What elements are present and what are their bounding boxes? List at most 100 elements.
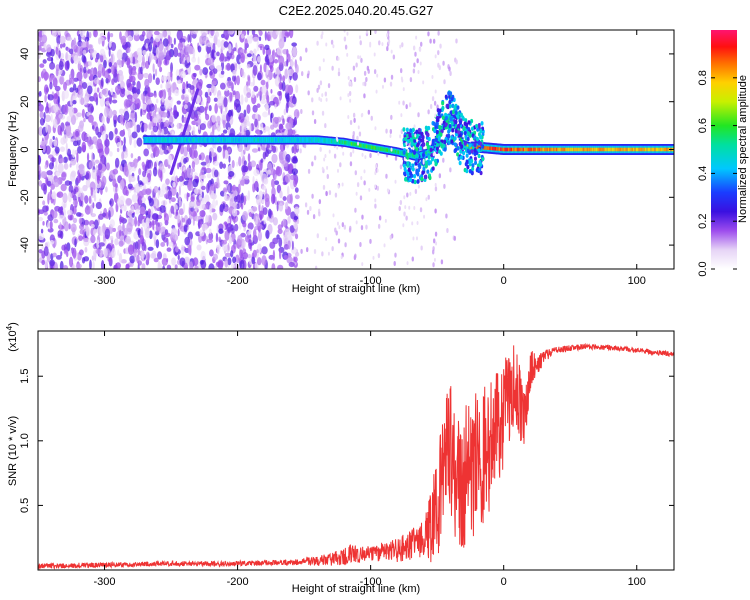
noise-cell xyxy=(333,153,337,159)
signal-core xyxy=(517,147,520,152)
signal-core xyxy=(316,138,319,142)
spread-cell xyxy=(411,163,415,168)
noise-cell xyxy=(209,62,215,70)
noise-cell xyxy=(143,122,148,132)
spread-cell xyxy=(474,160,478,166)
noise-cell xyxy=(224,252,232,258)
noise-cell xyxy=(187,244,192,255)
signal-core xyxy=(388,148,391,153)
noise-cell xyxy=(327,251,330,256)
noise-cell xyxy=(283,108,287,116)
spread-cell xyxy=(438,149,442,154)
noise-cell xyxy=(401,42,404,48)
signal-core xyxy=(195,138,198,142)
noise-cell xyxy=(133,184,137,195)
noise-cell xyxy=(352,130,355,136)
noise-cell xyxy=(238,156,242,167)
noise-cell xyxy=(196,199,201,207)
spread-cell xyxy=(441,101,445,106)
spread-cell xyxy=(478,167,482,172)
spread-cell xyxy=(468,159,472,165)
noise-cell xyxy=(417,184,420,189)
noise-cell xyxy=(63,249,69,255)
noise-cell xyxy=(139,184,143,190)
noise-cell xyxy=(148,230,153,240)
noise-cell xyxy=(45,205,49,212)
noise-cell xyxy=(337,238,341,244)
noise-cell xyxy=(208,228,212,235)
noise-cell xyxy=(337,71,341,77)
signal-core xyxy=(252,138,255,142)
spread-cell xyxy=(468,150,472,155)
noise-cell xyxy=(215,65,222,72)
noise-cell xyxy=(252,206,258,212)
noise-cell xyxy=(55,158,58,168)
signal-core xyxy=(554,147,557,152)
noise-cell xyxy=(213,97,218,102)
noise-cell xyxy=(206,182,210,194)
noise-cell xyxy=(149,115,153,122)
noise-cell xyxy=(177,42,184,51)
noise-cell xyxy=(236,194,242,203)
signal-core xyxy=(291,138,294,142)
noise-cell xyxy=(318,66,322,72)
noise-cell xyxy=(336,168,339,173)
noise-cell xyxy=(162,38,169,47)
signal-core xyxy=(578,147,581,152)
noise-cell xyxy=(160,84,163,89)
signal-core xyxy=(152,138,155,142)
noise-cell xyxy=(346,52,349,57)
spread-cell xyxy=(425,142,429,147)
noise-cell xyxy=(398,206,401,212)
noise-cell xyxy=(129,255,136,264)
noise-cell xyxy=(192,178,199,188)
noise-cell xyxy=(88,31,92,39)
noise-cell xyxy=(182,81,186,91)
noise-cell xyxy=(115,186,118,193)
spectrogram-x-axis-label: Height of straight line (km) xyxy=(292,283,420,295)
noise-cell xyxy=(216,125,221,132)
signal-core xyxy=(295,138,298,142)
noise-cell xyxy=(265,54,269,66)
noise-cell xyxy=(420,245,423,251)
noise-cell xyxy=(98,213,104,220)
noise-cell xyxy=(87,114,94,123)
noise-cell xyxy=(44,94,47,103)
noise-cell xyxy=(82,49,87,56)
signal-core xyxy=(432,144,435,148)
signal-core xyxy=(315,138,318,142)
spread-cell xyxy=(411,167,415,172)
noise-cell xyxy=(199,123,206,131)
noise-cell xyxy=(167,95,172,101)
spread-cell xyxy=(448,99,452,105)
noise-cell xyxy=(263,62,267,73)
noise-cell xyxy=(176,212,181,224)
noise-cell xyxy=(105,212,109,220)
noise-cell xyxy=(324,91,328,97)
noise-cell xyxy=(398,100,401,105)
noise-cell xyxy=(196,244,202,251)
noise-cell xyxy=(270,124,275,130)
spread-cell xyxy=(415,168,419,174)
noise-cell xyxy=(84,205,91,215)
signal-core xyxy=(508,147,511,152)
noise-cell xyxy=(176,100,181,105)
noise-cell xyxy=(257,72,262,81)
spectrogram-x-ticks: -300 -200 -100 0 100 xyxy=(94,30,646,287)
spread-cell xyxy=(453,142,457,147)
noise-cell xyxy=(99,252,103,258)
noise-cell xyxy=(65,125,72,137)
signal-core xyxy=(212,138,215,142)
signal-core xyxy=(521,147,524,152)
snr-x-axis-label: Height of straight line (km) xyxy=(292,583,420,595)
signal-core xyxy=(283,138,286,142)
noise-cell xyxy=(171,227,178,236)
noise-cell xyxy=(362,81,365,86)
noise-cell xyxy=(213,68,218,74)
signal-core xyxy=(593,147,596,152)
noise-cell xyxy=(113,119,117,128)
noise-cell xyxy=(193,72,197,78)
noise-cell xyxy=(404,205,407,210)
noise-cell xyxy=(244,38,248,49)
noise-cell xyxy=(161,142,168,151)
